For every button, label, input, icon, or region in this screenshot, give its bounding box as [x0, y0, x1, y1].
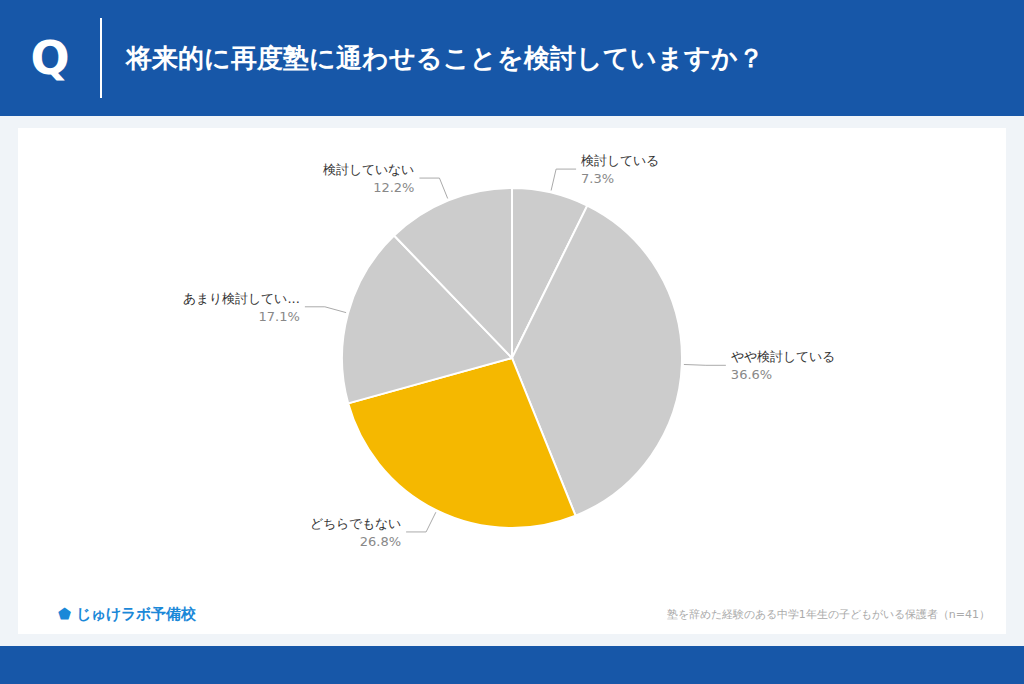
html-text:塾を辞めた経験のある中学1年生の子どもがいる保護者（n=41: 塾を辞めた経験のある中学1年生の子どもがいる保護者（n=41） [666, 608, 990, 621]
svg-text:どちらでもない: どちらでもない [310, 516, 401, 531]
html-text:Q: Q [30, 31, 70, 85]
html-text:将来的に再度塾に通わせることを検討していますか？: 将来的に再度塾に通わせることを検討していますか？ [126, 42, 764, 73]
svg-text:26.8%: 26.8% [360, 534, 401, 549]
svg-text:検討している: 検討している [581, 153, 659, 168]
svg-text:あまり検討してい...: あまり検討してい... [183, 291, 299, 306]
svg-text:36.6%: 36.6% [731, 367, 772, 382]
svg-text:12.2%: 12.2% [373, 180, 414, 195]
svg-text:17.1%: 17.1% [259, 309, 300, 324]
html-text:⬟ じゅけラボ予備校: ⬟ じゅけラボ予備校 [58, 605, 197, 623]
svg-text:やや検討している: やや検討している [731, 349, 835, 364]
svg-text:検討していない: 検討していない [323, 162, 414, 177]
svg-text:7.3%: 7.3% [581, 171, 614, 186]
